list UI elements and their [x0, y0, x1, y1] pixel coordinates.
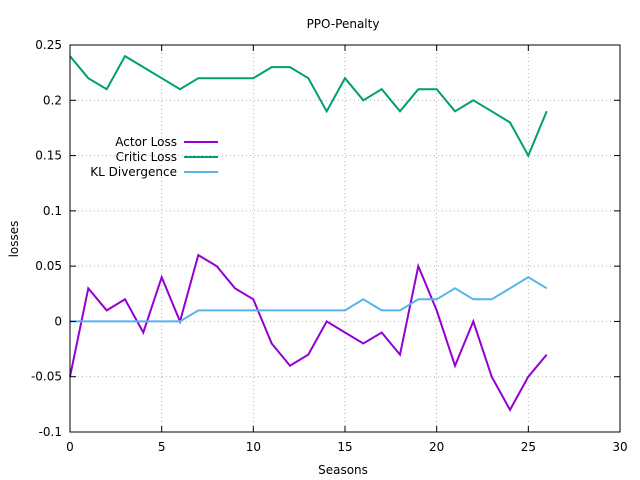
x-tick-label: 30: [612, 440, 627, 454]
series-line-kl-divergence: [70, 276, 548, 323]
x-tick-label: 20: [429, 440, 444, 454]
y-tick-label: 0.2: [43, 93, 62, 107]
y-tick-label: -0.05: [31, 370, 62, 384]
y-tick-label: 0.15: [35, 149, 62, 163]
chart-title: PPO-Penalty: [307, 17, 380, 31]
x-axis-label: Seasons: [318, 463, 368, 477]
x-tick-label: 25: [521, 440, 536, 454]
legend-label-critic-loss: Critic Loss: [116, 150, 177, 164]
y-tick-label: 0.25: [35, 38, 62, 52]
series-line-critic-loss: [69, 54, 548, 158]
series-lines: [69, 54, 548, 412]
y-tick-label: -0.1: [39, 425, 62, 439]
x-tick-label: 0: [66, 440, 74, 454]
y-tick-label: 0.05: [35, 259, 62, 273]
y-tick-label: 0: [54, 314, 62, 328]
x-tick-label: 10: [246, 440, 261, 454]
y-tick-label: 0.1: [43, 204, 62, 218]
grid: [70, 45, 620, 432]
ticks: 0 5 10 15 20 25 30 -0.1 -0.05 0 0.05 0.1 0.15 0.2 0.25: [31, 38, 628, 454]
legend-label-actor-loss: Actor Loss: [115, 135, 177, 149]
x-tick-label: 5: [158, 440, 166, 454]
y-axis-label: losses: [7, 221, 21, 258]
legend-label-kl-divergence: KL Divergence: [90, 165, 177, 179]
x-tick-label: 15: [337, 440, 352, 454]
series-line-actor-loss: [69, 253, 548, 412]
